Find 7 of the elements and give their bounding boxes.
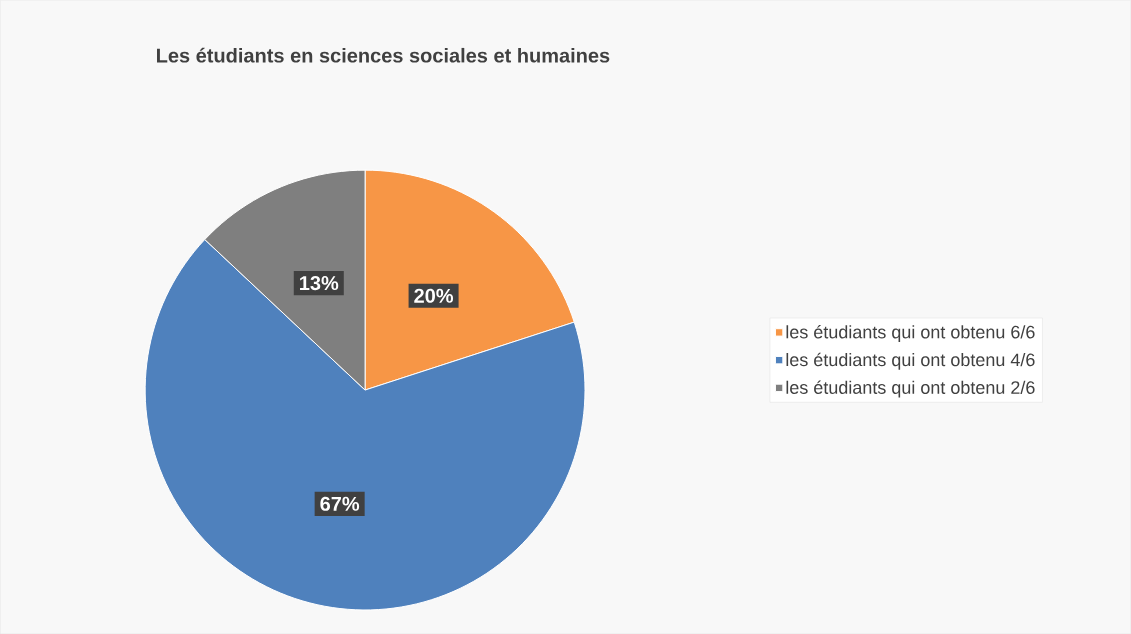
data-label: 13% — [300, 275, 339, 291]
legend-label: les étudiants qui ont obtenu 4/6 — [786, 352, 1035, 370]
data-label: 20% — [414, 288, 454, 303]
data-label: 67% — [320, 496, 360, 511]
legend-label: les étudiants qui ont obtenu 6/6 — [786, 324, 1035, 342]
chart-title: Les étudiants en sciences sociales et humaines — [157, 47, 610, 63]
legend-label: les étudiants qui ont obtenu 2/6 — [786, 380, 1035, 398]
